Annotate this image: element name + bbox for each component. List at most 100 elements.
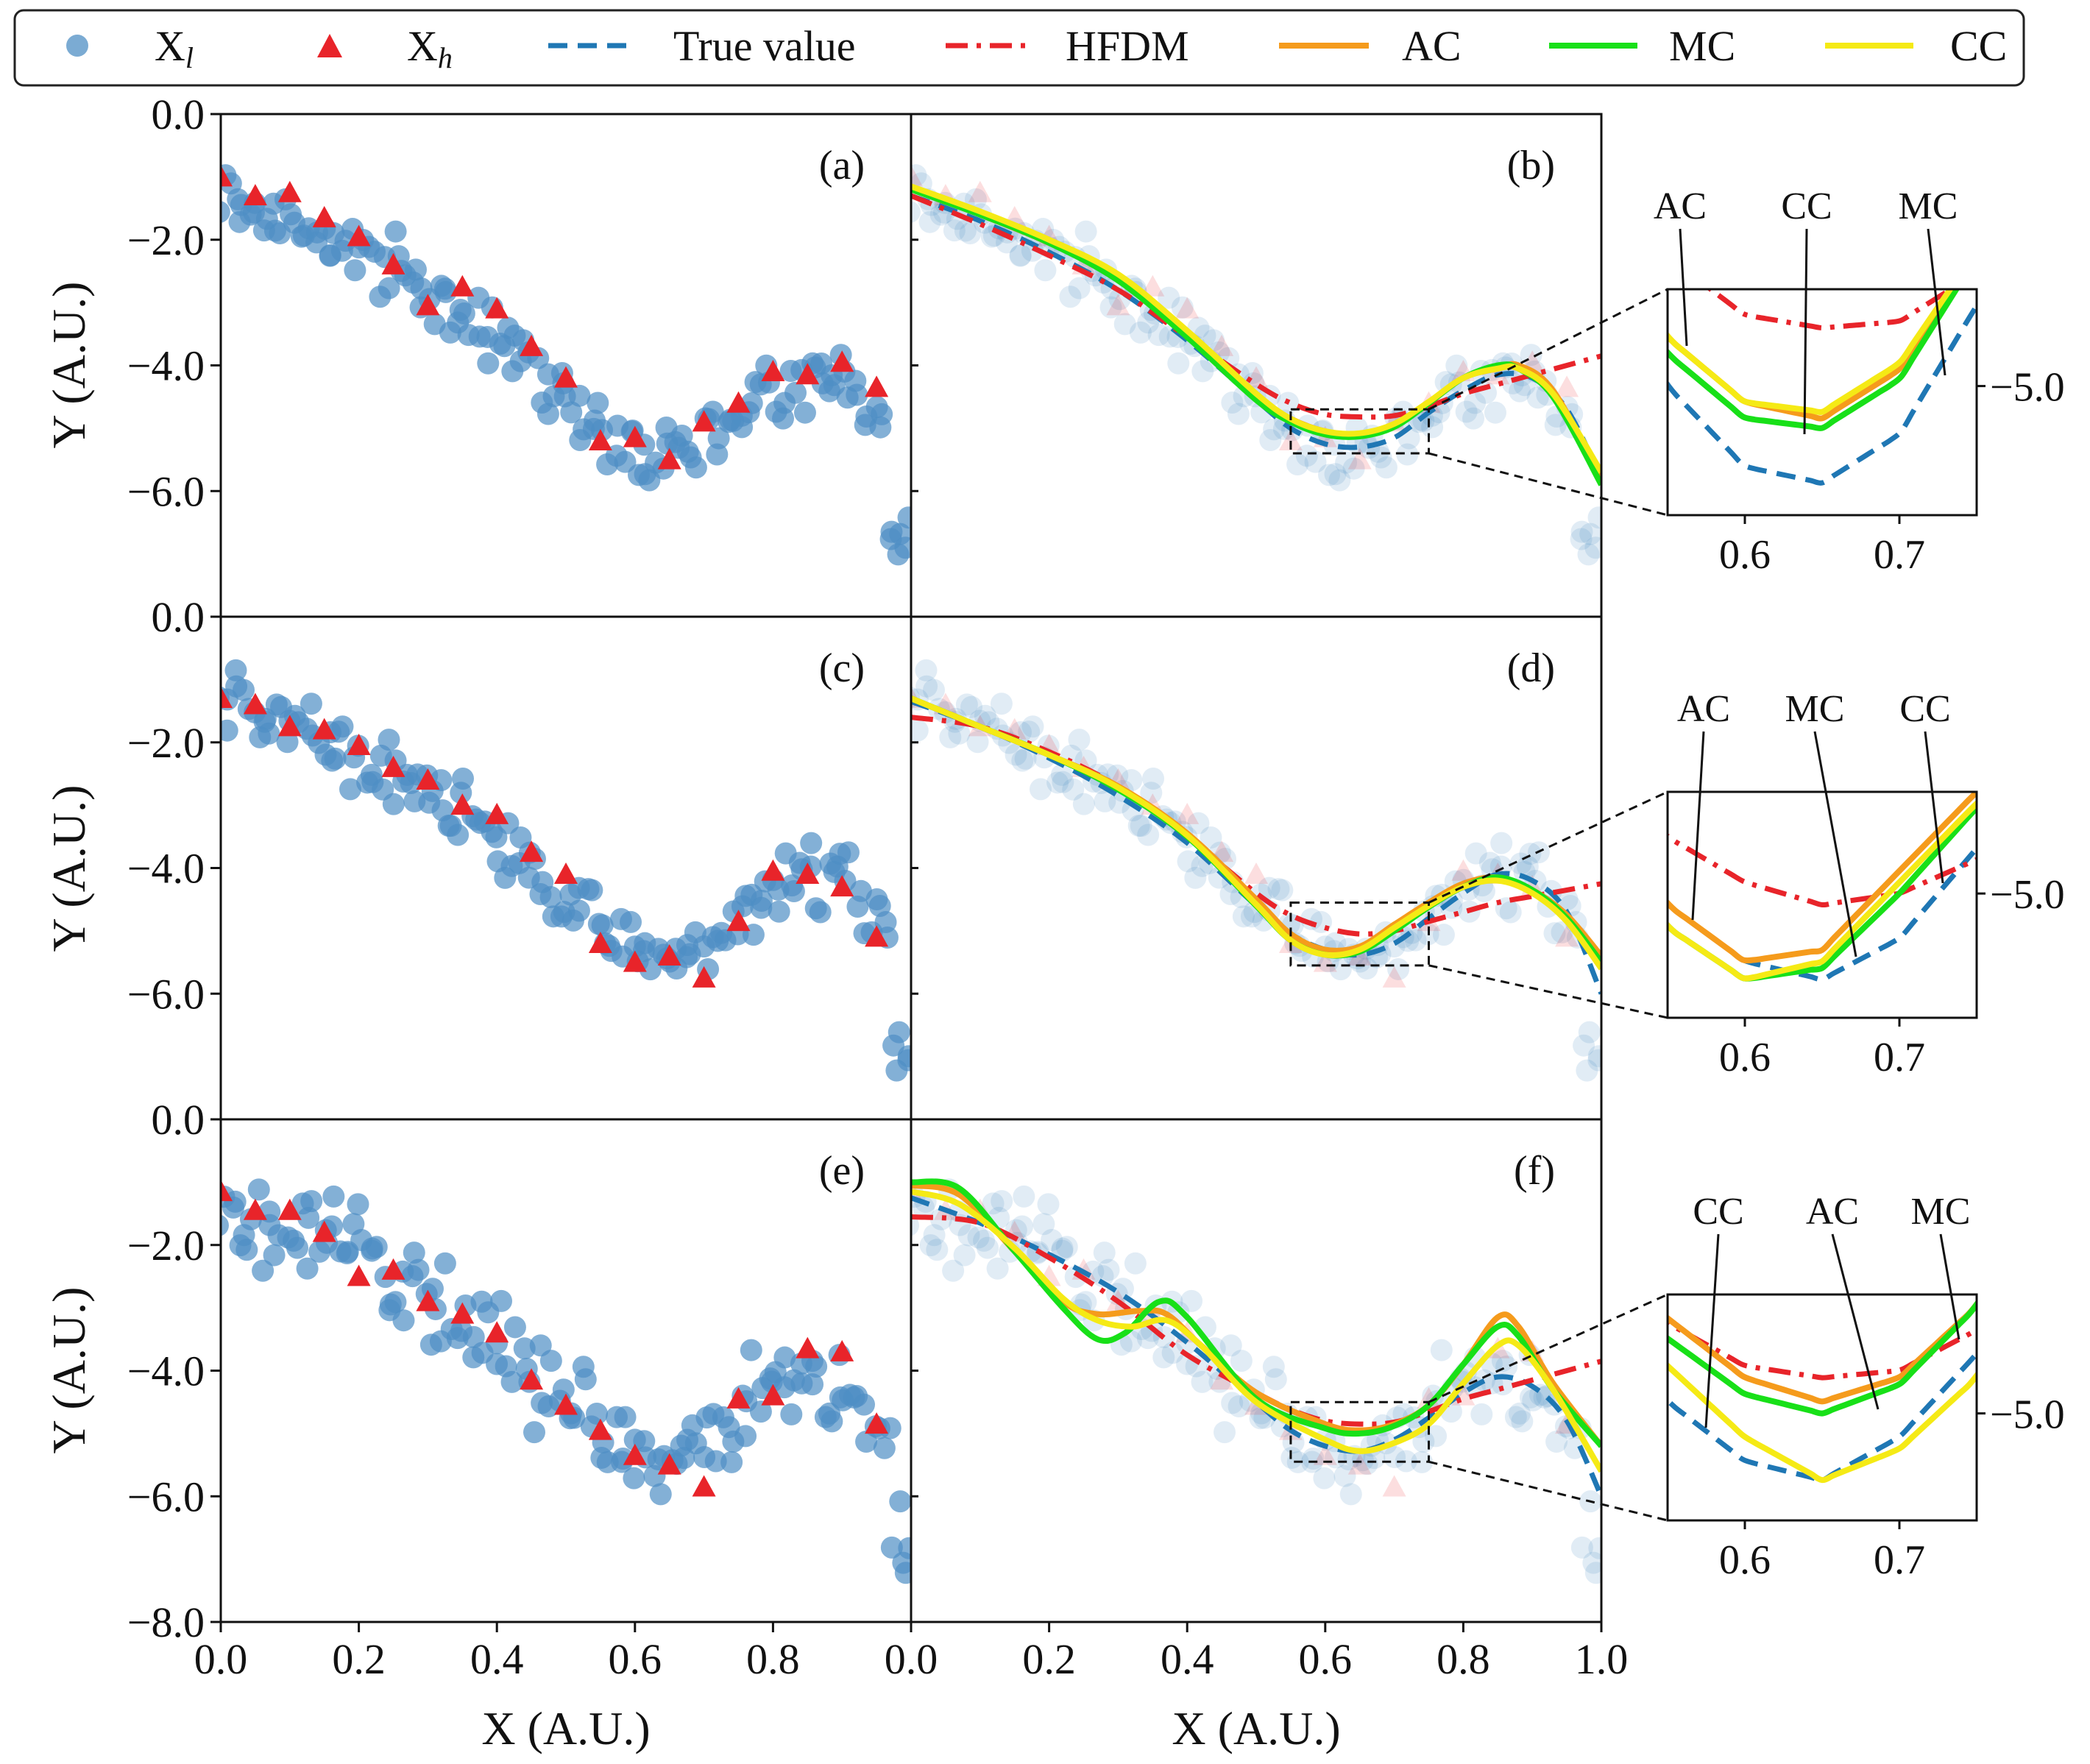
legend-label-cc: CC [1950, 22, 2007, 70]
low-point-faded [1185, 1355, 1208, 1378]
high-point [347, 734, 371, 756]
low-point [649, 1483, 672, 1506]
ytick-label: −2.0 [127, 1222, 205, 1269]
low-point-faded [948, 722, 971, 745]
low-point-faded [1046, 771, 1069, 794]
low-point-faded [1050, 763, 1073, 786]
low-point-faded [1295, 444, 1318, 467]
curve-cc-f [911, 1189, 1601, 1473]
low-point-faded [1074, 220, 1097, 243]
high-point-faded [1244, 862, 1268, 885]
panel-label-f: (f) [1514, 1148, 1555, 1194]
high-point [416, 768, 440, 790]
zoom-d-callouts: AC MC CC [1677, 688, 1951, 957]
low-point [623, 1467, 645, 1490]
high-point-faded [1382, 1475, 1406, 1497]
low-point-faded [1464, 392, 1487, 414]
low-point [781, 874, 804, 897]
low-point [574, 1368, 597, 1391]
zoom-f-frame [1666, 1293, 1978, 1522]
low-point-faded [1329, 958, 1352, 981]
high-point [865, 1412, 889, 1434]
legend-label-ac: AC [1402, 22, 1462, 70]
high-point-faded [1347, 1453, 1372, 1475]
low-point [433, 277, 456, 300]
low-point [707, 427, 730, 450]
high-point [830, 875, 854, 897]
high-point [221, 165, 233, 187]
zoom-curve-ac-d [1668, 792, 1977, 964]
low-point-faded [1267, 878, 1290, 901]
zoom-curve-ac-b [1668, 289, 1958, 422]
legend-label-hfdm: HFDM [1066, 22, 1189, 70]
low-point-faded [942, 1259, 965, 1282]
ytick-label: −2.0 [127, 216, 205, 264]
high-point-faded [1278, 428, 1303, 450]
low-point-faded [939, 726, 962, 748]
low-point-faded [1051, 1237, 1074, 1260]
xtick-label: 1.0 [1575, 1635, 1629, 1683]
zoom-ytick-label: −5.0 [1990, 365, 2065, 411]
zoom-b-data [1668, 289, 1977, 486]
high-point-faded [1244, 366, 1268, 388]
low-point-faded [1317, 464, 1340, 486]
low-point-faded [1504, 1406, 1527, 1428]
low-point-faded [986, 1257, 1009, 1280]
low-point-faded [1230, 1350, 1253, 1372]
low-point [490, 1289, 513, 1312]
zoom-region-d [1289, 901, 1431, 967]
low-point [620, 910, 642, 933]
zoom-curve-mc-b [1668, 289, 1960, 431]
low-point [873, 1437, 896, 1459]
zoom-xtick-label: 0.6 [1719, 1537, 1771, 1583]
high-point [381, 1258, 405, 1280]
low-point-faded [1258, 876, 1280, 899]
low-point-faded [1351, 1449, 1374, 1472]
low-point-faded [1484, 401, 1506, 424]
low-point-faded [1576, 1059, 1598, 1082]
low-point [809, 901, 832, 924]
high-point [761, 1384, 785, 1406]
low-point [324, 747, 347, 770]
low-point-faded [1262, 1356, 1285, 1378]
low-point [336, 1242, 358, 1265]
high-point [623, 1443, 647, 1465]
low-point-faded [911, 1214, 919, 1236]
low-point-faded [1191, 1370, 1214, 1393]
low-point-faded [1375, 456, 1398, 479]
zoom-connector-top-b [1428, 288, 1668, 411]
low-point-faded [1200, 826, 1222, 849]
low-point-faded [1068, 277, 1091, 300]
low-point-faded [1120, 769, 1143, 792]
low-point-faded [1152, 1346, 1175, 1369]
low-point [433, 1252, 456, 1275]
low-point [286, 1236, 309, 1259]
high-point [312, 1220, 336, 1242]
low-point-faded [1137, 823, 1160, 846]
low-point [800, 832, 823, 854]
low-point-faded [1300, 907, 1322, 930]
low-point-faded [1052, 771, 1074, 793]
low-point-faded [1470, 1403, 1493, 1425]
high-point [520, 1368, 544, 1390]
low-point-faded [1579, 523, 1601, 545]
low-point [614, 1406, 637, 1428]
high-point [761, 360, 785, 382]
low-point [888, 1021, 910, 1044]
low-point [879, 1417, 901, 1439]
zoom-inset-d: 0.6 0.7 −5.0 AC MC CC [1666, 688, 2065, 1080]
low-point-faded [918, 210, 941, 233]
low-point-faded [929, 1208, 952, 1230]
low-point-faded [1171, 296, 1194, 319]
callout-line-ac [1831, 1233, 1880, 1410]
high-point [520, 840, 544, 862]
low-point-faded [1511, 1410, 1534, 1433]
low-point [684, 456, 707, 479]
zoom-curve-cc-f [1668, 1361, 1977, 1484]
low-point [793, 401, 816, 424]
zoom-xtick-label: 0.7 [1874, 1035, 1925, 1080]
callout-line-mc [1927, 228, 1946, 376]
zoom-curve-cc-b [1668, 289, 1954, 415]
low-point-faded [1526, 386, 1549, 409]
zoom-xtick-label: 0.7 [1874, 1537, 1925, 1583]
